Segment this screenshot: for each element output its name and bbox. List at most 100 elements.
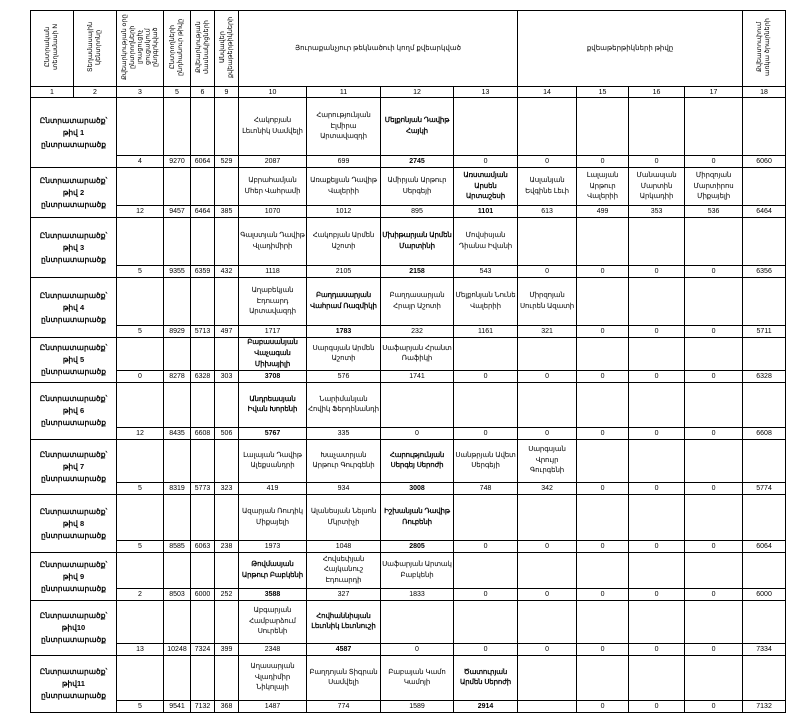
vote-count: 2348	[238, 643, 307, 657]
empty-cell	[116, 217, 164, 267]
district-values-row: 5 8929 5713 497 1717 1783 232 1161 321 0 0 0 5711	[31, 325, 787, 339]
winning-candidate-name: Ծատուրյան Արմեն Սերոժի	[452, 655, 519, 702]
precinct-stat-value: 252	[214, 588, 239, 602]
empty-cell	[742, 655, 787, 702]
empty-cell	[190, 600, 215, 645]
empty-cell	[214, 382, 239, 429]
empty-cell	[116, 97, 164, 157]
empty-cell	[163, 600, 191, 645]
column-number: 2	[73, 86, 117, 99]
column-number-row: 1 2 3 5 6 9 10 11 12 13 14 15 16 17 18	[30, 86, 787, 99]
empty-cell	[190, 439, 215, 484]
district-label: Ընտրատարածք՝ թիվ 3 ընտրատարածք	[30, 217, 117, 279]
winning-vote-count: 1101	[452, 205, 519, 219]
district-names-row: Ընտրատարածք՝ թիվ 4 ընտրատարածք Աղաբեկյան …	[30, 277, 787, 339]
vote-count: 0	[684, 540, 744, 554]
vote-count: 0	[684, 482, 744, 496]
candidate-name	[628, 600, 686, 645]
candidate-name	[628, 655, 686, 702]
empty-cell	[742, 277, 787, 327]
candidate-name: Առաքելյան Դավիթ Վալերիի	[306, 167, 381, 207]
precinct-stat-value: 0	[116, 370, 164, 384]
empty-cell	[214, 439, 239, 484]
candidate-name	[684, 552, 744, 590]
empty-cell	[742, 552, 787, 590]
empty-cell	[163, 552, 191, 590]
precinct-stat-value: 10248	[163, 643, 191, 657]
envelopes-value: 6060	[742, 155, 787, 169]
district-values-row: 12 9457 6464 385 1070 1012 895 1101 613 499 353 536…	[31, 205, 787, 219]
district-label: Ընտրատարածք՝ թիվ 6 ընտրատարածք	[30, 382, 117, 441]
vote-count: 342	[517, 482, 578, 496]
empty-cell	[190, 382, 215, 429]
candidate-name: Աբգարյան Համբարձում Սուրենի	[238, 600, 307, 645]
header-votes-per-candidate: Յուրաքանչյուր թեկնածուի կողմ քվեարկված	[237, 9, 519, 88]
empty-cell	[742, 439, 787, 484]
candidate-name	[576, 439, 630, 484]
candidate-name	[576, 655, 630, 702]
winning-vote-count: 1783	[306, 325, 381, 339]
vote-count: 748	[452, 482, 519, 496]
vote-count: 1118	[238, 265, 307, 279]
district-values-row: 12 8435 6608 506 5767 335 0 0 0 0 0 0 6608	[31, 427, 787, 441]
empty-cell	[116, 167, 164, 207]
vote-count: 0	[517, 643, 578, 657]
vote-count: 0	[576, 588, 630, 602]
candidate-name	[452, 337, 519, 372]
envelopes-value: 5774	[742, 482, 787, 496]
candidate-name	[684, 277, 744, 327]
vote-count: 0	[684, 155, 744, 169]
candidate-name	[684, 600, 744, 645]
district-label: Ընտրատարածք՝ թիվ 4 ընտրատարածք	[30, 277, 117, 339]
vote-count: 0	[517, 588, 578, 602]
column-number: 11	[306, 86, 381, 99]
candidate-name	[452, 97, 519, 157]
vote-count: 1717	[238, 325, 307, 339]
empty-cell	[116, 439, 164, 484]
precinct-stat-value: 368	[214, 700, 239, 713]
candidate-name	[576, 217, 630, 267]
candidate-name: Բաղդոյան Տիգրան Սամվելի	[306, 655, 381, 702]
vote-count: 2105	[306, 265, 381, 279]
winning-vote-count: 3008	[380, 482, 454, 496]
candidate-name	[517, 655, 578, 702]
winning-candidate-name: Առստամյան Արսեն Արտաշեսի	[452, 167, 519, 207]
precinct-stat-value: 323	[214, 482, 239, 496]
district-values-row: 5 8319 5773 323 419 934 3008 748 342 0 0 0 5774	[31, 482, 787, 496]
vote-count: 0	[452, 588, 519, 602]
vote-count: 2087	[238, 155, 307, 169]
winning-candidate-name: Անդրեասյան Իվան Խորենի	[238, 382, 307, 429]
winning-vote-count: 3708	[238, 370, 307, 384]
candidate-name	[684, 439, 744, 484]
candidate-name	[628, 97, 686, 157]
header-row: Ընտրական տեղամասի N Տեղամասային կենտրոնը…	[30, 9, 787, 88]
empty-cell	[742, 494, 787, 542]
precinct-stat-value: 5773	[190, 482, 215, 496]
candidate-name: Հակոբյան Արմեն Աշոտի	[306, 217, 381, 267]
vote-count: 0	[628, 643, 686, 657]
vote-count: 0	[628, 370, 686, 384]
candidate-name	[517, 217, 578, 267]
column-number: 15	[576, 86, 630, 99]
district-label: Ընտրատարածք՝ թիվ 1 ընտրատարածք	[30, 97, 117, 169]
candidate-name: Մովսիսյան Դիանա Իվանի	[452, 217, 519, 267]
vote-count: 335	[306, 427, 381, 441]
candidate-name	[684, 655, 744, 702]
empty-cell	[163, 337, 191, 372]
winning-vote-count: 3588	[238, 588, 307, 602]
empty-cell	[116, 655, 164, 702]
candidate-name	[628, 277, 686, 327]
candidate-name: Աղասարյան Վլադիմիր Նիկոլայի	[238, 655, 307, 702]
empty-cell	[214, 277, 239, 327]
district-label: Ընտրատարածք՝ թիվ 5 ընտրատարածք	[30, 337, 117, 384]
header-ballots-count: քվեաթերթիկների թիվը	[517, 9, 744, 88]
winning-vote-count: 4587	[306, 643, 381, 657]
vote-count: 1070	[238, 205, 307, 219]
empty-cell	[190, 552, 215, 590]
vote-count: 321	[517, 325, 578, 339]
empty-cell	[163, 277, 191, 327]
winning-candidate-name: Իշխանյան Դավիթ Ռուբենի	[380, 494, 454, 542]
results-body: Ընտրատարածք՝ թիվ 1 ընտրատարածք Հակոբյան Լ…	[30, 97, 787, 713]
winning-candidate-name: Բաբասանյան Վաչագան Միխայիլի	[238, 337, 307, 372]
vote-count: 0	[576, 700, 630, 713]
